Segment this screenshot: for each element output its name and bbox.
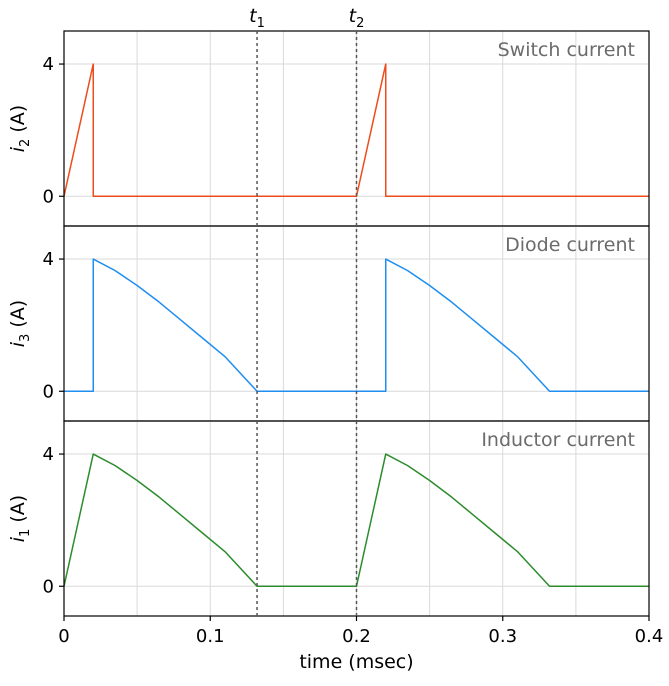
time-marker-label: t2 — [349, 5, 365, 31]
x-tick-label: 0.3 — [488, 626, 517, 647]
y-tick-label: 0 — [43, 576, 54, 597]
x-tick-label: 0.1 — [196, 626, 225, 647]
y-axis-label: i2 (A) — [7, 105, 33, 152]
x-tick-label: 0.4 — [635, 626, 664, 647]
y-axis-label: i3 (A) — [7, 300, 33, 347]
y-tick-label: 0 — [43, 186, 54, 207]
x-tick-label: 0.2 — [342, 626, 371, 647]
y-tick-label: 4 — [43, 54, 54, 75]
time-marker-label: t1 — [249, 5, 265, 31]
y-tick-label: 4 — [43, 444, 54, 465]
panel-title: Inductor current — [481, 429, 635, 451]
y-axis-label: i1 (A) — [7, 495, 33, 542]
y-tick-label: 4 — [43, 249, 54, 270]
series-line-diode-current — [64, 258, 649, 392]
series-line-switch-current — [63, 63, 649, 197]
panel-title: Diode current — [505, 234, 635, 256]
x-axis-label: time (msec) — [299, 651, 413, 673]
y-tick-label: 0 — [43, 381, 54, 402]
panel-title: Switch current — [498, 39, 635, 61]
series-line-inductor-current — [63, 453, 649, 587]
x-tick-label: 0 — [58, 626, 69, 647]
